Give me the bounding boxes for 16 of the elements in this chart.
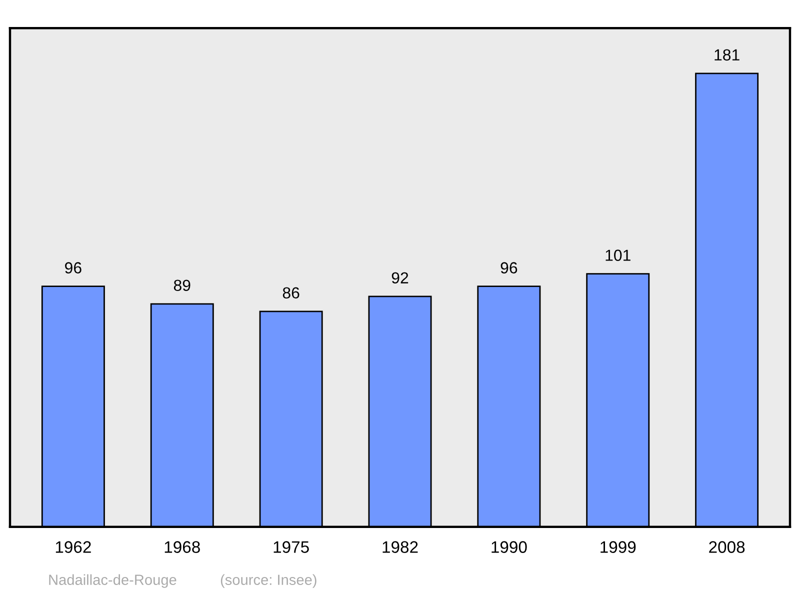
data-label: 89 [174, 280, 190, 292]
x-tick-label: 1968 [164, 541, 200, 553]
data-label: 86 [282, 287, 300, 299]
x-tick-label: 1962 [56, 541, 91, 553]
data-label: 96 [65, 262, 82, 274]
data-label: 181 [714, 49, 740, 61]
data-label: 92 [392, 272, 408, 284]
data-label: 96 [500, 262, 518, 274]
x-tick-label: 1990 [492, 541, 527, 553]
x-tick-label: 1982 [382, 541, 418, 553]
x-tick-label: 1975 [274, 541, 309, 553]
x-tick-label: 2008 [709, 541, 745, 553]
text: Nadaillac-de-Rouge [49, 574, 176, 588]
data-label: 101 [606, 250, 630, 261]
x-tick-label: 1999 [600, 541, 636, 553]
text: (source: Insee) [220, 574, 316, 588]
